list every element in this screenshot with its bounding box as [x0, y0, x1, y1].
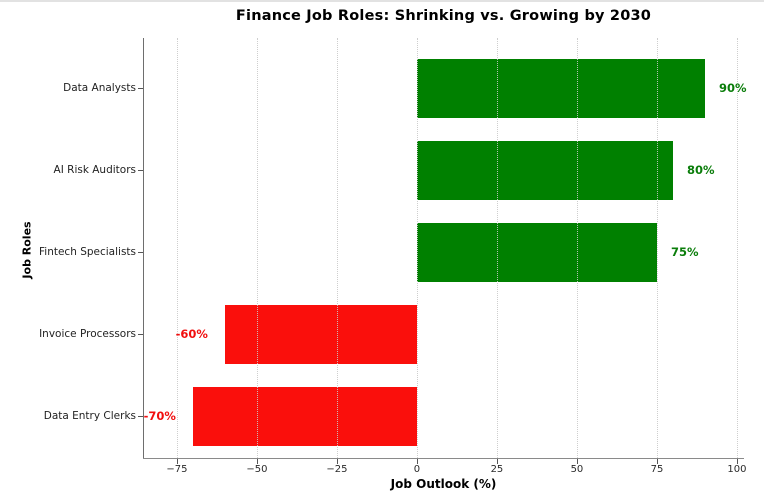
bar-fintech-specialists — [416, 222, 657, 282]
x-tick-label: 0 — [413, 464, 421, 475]
chart-title: Finance Job Roles: Shrinking vs. Growing… — [235, 8, 652, 24]
x-tick-mark — [336, 459, 338, 464]
category-label: Data Entry Clerks — [43, 410, 136, 422]
x-tick-label: −75 — [166, 464, 188, 475]
x-tick-label: 25 — [490, 464, 504, 475]
y-tick-mark — [138, 252, 143, 253]
x-axis-spine — [143, 458, 744, 459]
bar-data-analysts — [416, 58, 705, 118]
category-label: Data Analysts — [63, 82, 136, 94]
x-tick-mark — [576, 459, 578, 464]
value-label: 90% — [718, 81, 747, 95]
value-label: 75% — [670, 245, 699, 259]
category-label: Fintech Specialists — [39, 246, 136, 258]
y-axis-spine — [143, 38, 144, 458]
value-label: -60% — [175, 327, 208, 341]
x-tick-label: 50 — [570, 464, 584, 475]
value-label: -70% — [143, 409, 176, 423]
y-tick-mark — [138, 170, 143, 171]
gridline — [256, 38, 258, 458]
x-tick-mark — [656, 459, 658, 464]
category-label: Invoice Processors — [39, 328, 136, 340]
x-tick-label: −25 — [326, 464, 348, 475]
x-axis-title: Job Outlook (%) — [390, 477, 497, 491]
category-label: AI Risk Auditors — [53, 164, 136, 176]
y-tick-mark — [138, 88, 143, 89]
bar-data-entry-clerks — [192, 386, 417, 446]
x-tick-mark — [176, 459, 178, 464]
gridline — [176, 38, 178, 458]
plot-area: 90% 80% 75% -60% -70% — [143, 38, 747, 458]
y-tick-mark — [138, 416, 143, 417]
y-tick-mark — [138, 334, 143, 335]
figure-top-border — [0, 0, 764, 2]
x-tick-label: 100 — [727, 464, 747, 475]
x-tick-label: 75 — [650, 464, 664, 475]
gridline — [576, 38, 578, 458]
gridline — [416, 38, 418, 458]
x-tick-mark — [736, 459, 738, 464]
gridline — [336, 38, 338, 458]
gridline — [656, 38, 658, 458]
x-tick-mark — [416, 459, 418, 464]
gridline — [496, 38, 498, 458]
bar-invoice-processors — [224, 304, 417, 364]
x-tick-mark — [256, 459, 258, 464]
bar-ai-risk-auditors — [416, 140, 673, 200]
gridline — [736, 38, 738, 458]
x-tick-label: −50 — [246, 464, 268, 475]
value-label: 80% — [686, 163, 715, 177]
x-tick-mark — [496, 459, 498, 464]
